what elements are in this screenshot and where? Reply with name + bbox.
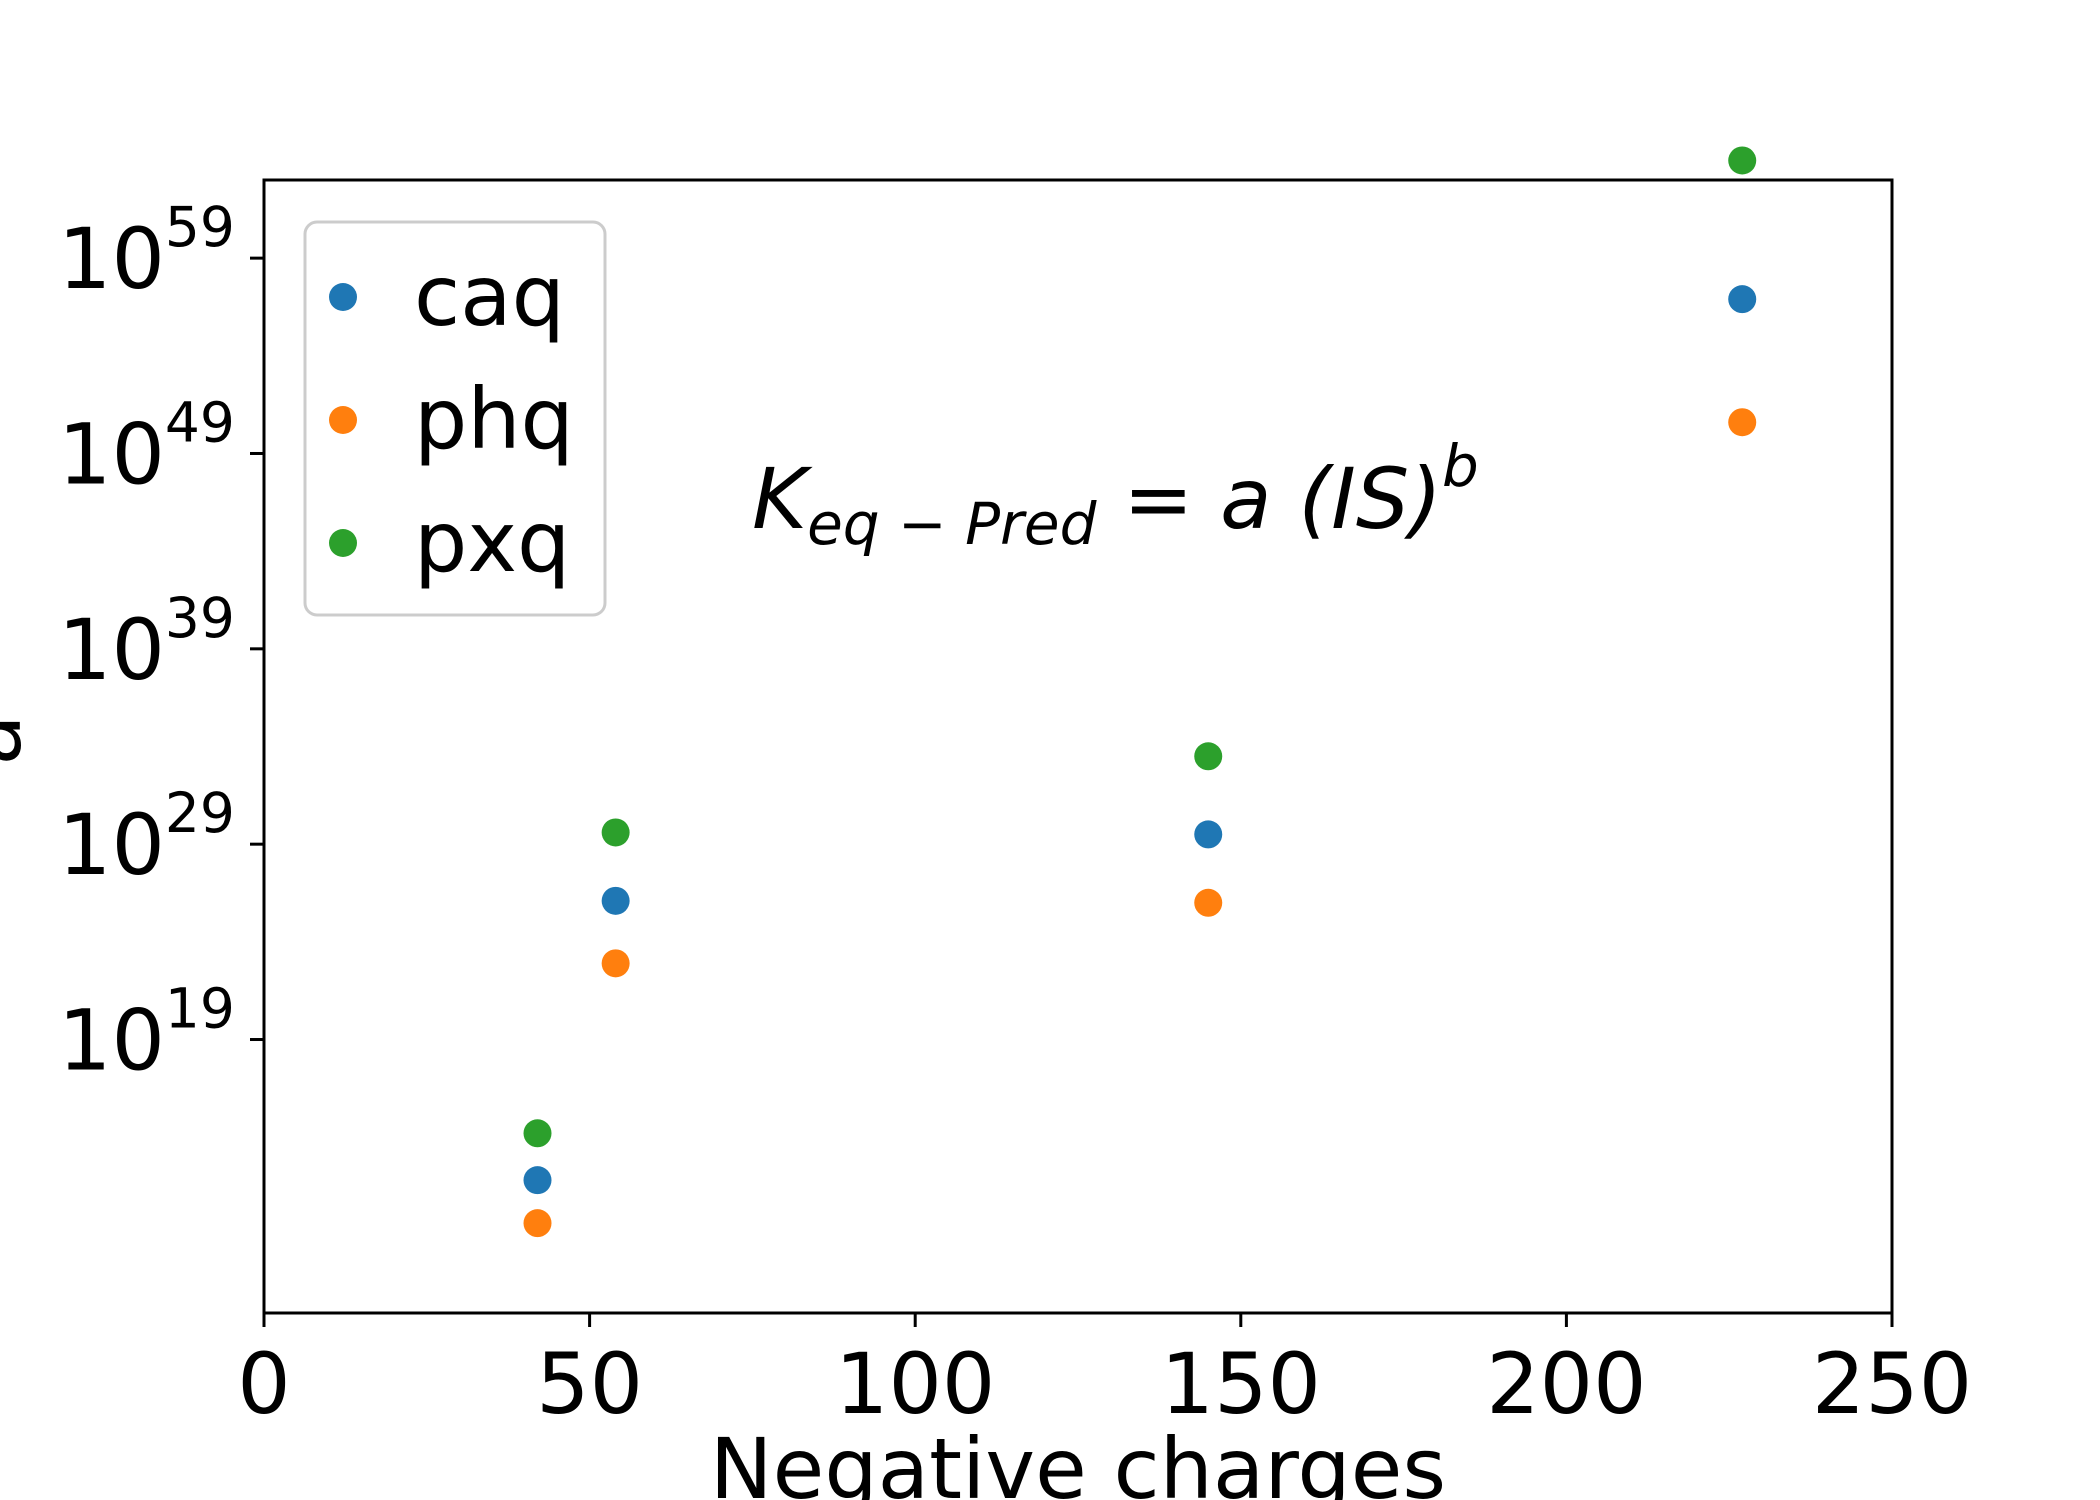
y-tick-base: 10 xyxy=(58,796,165,894)
y-tick-exponent: 39 xyxy=(165,586,235,650)
plot-area xyxy=(262,178,1894,1315)
point-pxq xyxy=(523,1119,552,1148)
point-caq xyxy=(523,1166,552,1195)
y-tick-base: 10 xyxy=(58,405,165,503)
x-axis: 0 50 100 150 200 250 xyxy=(237,1313,1972,1433)
x-tick-label: 100 xyxy=(835,1335,995,1433)
point-phq xyxy=(1728,408,1757,437)
equation-superscript: b xyxy=(1442,432,1479,500)
y-tick-label: 1049 xyxy=(58,390,235,503)
x-tick-label: 0 xyxy=(237,1335,290,1433)
point-pxq xyxy=(601,818,630,847)
legend-label-pxq: pxq xyxy=(414,493,570,591)
data-points xyxy=(523,146,1757,1238)
axes-frame xyxy=(262,178,1894,1315)
equation-annotation: Keq − Pred = a (IS)b xyxy=(752,432,1479,558)
y-tick-base: 10 xyxy=(58,210,165,308)
legend-box xyxy=(303,220,607,617)
point-pxq xyxy=(1728,146,1757,175)
legend-label-caq: caq xyxy=(414,247,565,345)
point-caq xyxy=(1728,285,1757,314)
legend-marker-phq xyxy=(329,406,357,434)
x-tick-label: 250 xyxy=(1812,1335,1972,1433)
x-tick-label: 50 xyxy=(536,1335,643,1433)
legend-marker-pxq xyxy=(329,529,357,557)
legend-label-phq: phq xyxy=(414,370,574,468)
equation-k: K xyxy=(752,450,813,548)
y-tick-base: 10 xyxy=(58,601,165,699)
point-phq xyxy=(1194,888,1223,917)
y-tick-label: 1059 xyxy=(58,195,235,308)
y-tick-label: 1029 xyxy=(58,781,235,894)
y-axis-label: a xyxy=(0,714,40,765)
point-pxq xyxy=(1194,742,1223,771)
y-tick-exponent: 29 xyxy=(165,781,235,845)
y-tick-exponent: 49 xyxy=(165,390,235,454)
y-tick-base: 10 xyxy=(58,992,165,1090)
x-tick-label: 150 xyxy=(1161,1335,1321,1433)
equation-subscript: eq − Pred xyxy=(807,490,1097,558)
x-axis-label: Negative charges xyxy=(710,1420,1446,1500)
y-tick-label: 1019 xyxy=(58,977,235,1090)
legend-marker-caq xyxy=(329,283,357,311)
equation-body: = a (IS) xyxy=(1096,450,1442,548)
y-tick-exponent: 59 xyxy=(165,195,235,259)
point-caq xyxy=(601,886,630,915)
y-tick-exponent: 19 xyxy=(165,977,235,1041)
legend: caq phq pxq xyxy=(303,220,607,617)
x-tick-label: 200 xyxy=(1486,1335,1646,1433)
point-phq xyxy=(601,949,630,978)
point-phq xyxy=(523,1209,552,1238)
point-caq xyxy=(1194,820,1223,849)
y-tick-label: 1039 xyxy=(58,586,235,699)
